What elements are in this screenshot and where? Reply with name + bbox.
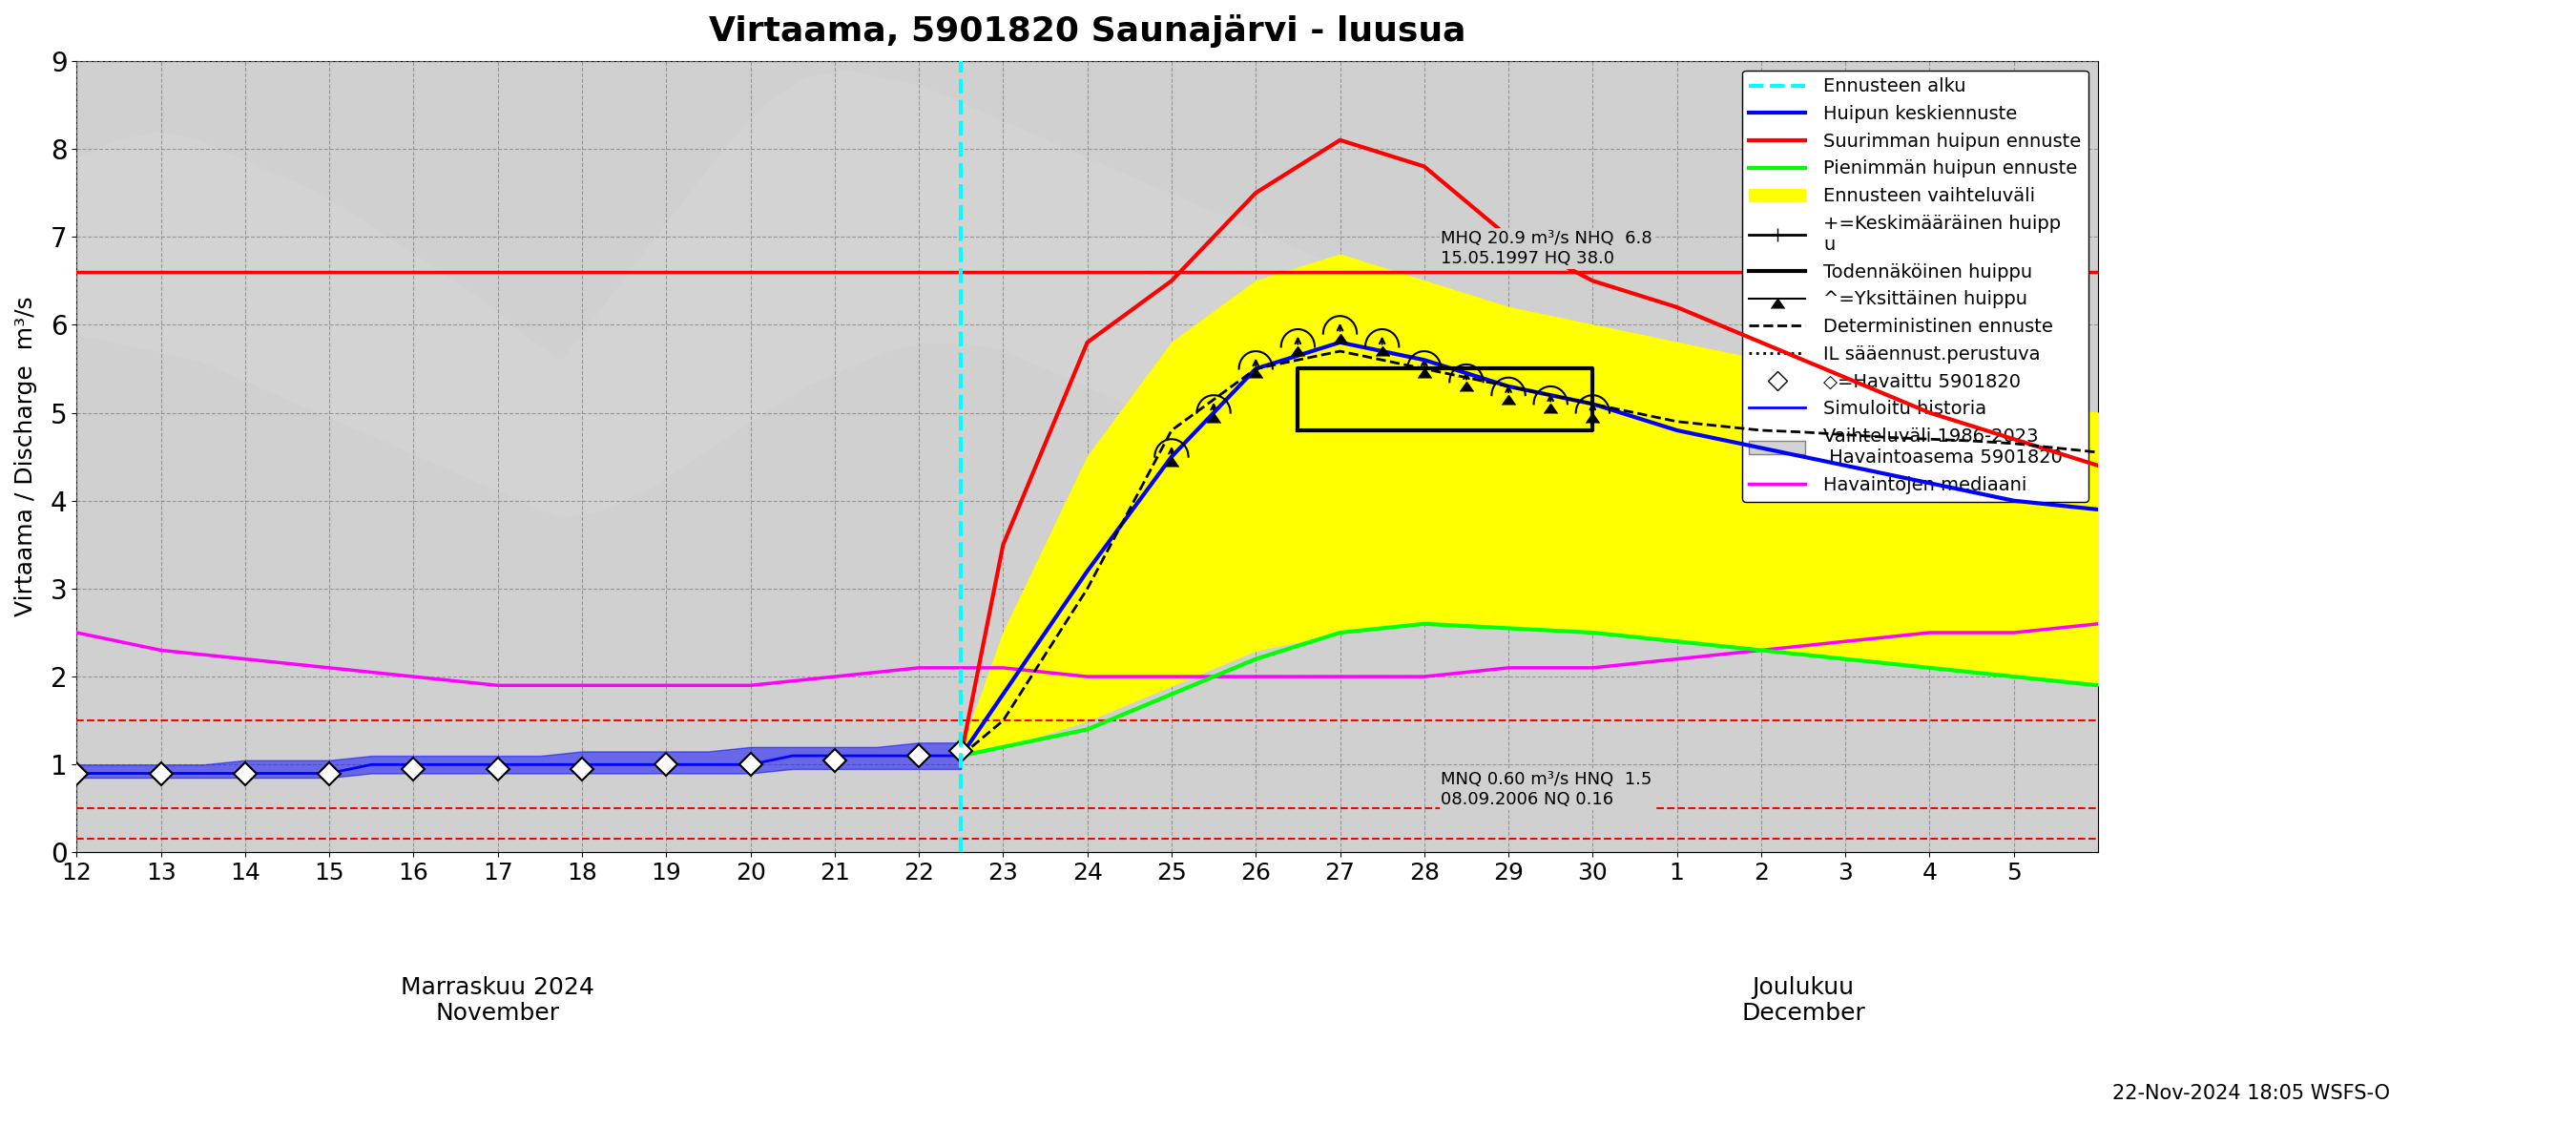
Text: Joulukuu
December: Joulukuu December [1741, 976, 1865, 1025]
Text: MHQ 20.9 m³/s NHQ  6.8
15.05.1997 HQ 38.0: MHQ 20.9 m³/s NHQ 6.8 15.05.1997 HQ 38.0 [1440, 230, 1654, 267]
Text: Marraskuu 2024
November: Marraskuu 2024 November [402, 976, 595, 1025]
Text: MNQ 0.60 m³/s HNQ  1.5
08.09.2006 NQ 0.16: MNQ 0.60 m³/s HNQ 1.5 08.09.2006 NQ 0.16 [1440, 771, 1651, 808]
Text: 22-Nov-2024 18:05 WSFS-O: 22-Nov-2024 18:05 WSFS-O [2112, 1084, 2391, 1103]
Title: Virtaama, 5901820 Saunajärvi - luusua: Virtaama, 5901820 Saunajärvi - luusua [708, 14, 1466, 48]
Legend: Ennusteen alku, Huipun keskiennuste, Suurimman huipun ennuste, Pienimmän huipun : Ennusteen alku, Huipun keskiennuste, Suu… [1741, 70, 2089, 502]
Y-axis label: Virtaama / Discharge  m³/s: Virtaama / Discharge m³/s [15, 297, 36, 617]
